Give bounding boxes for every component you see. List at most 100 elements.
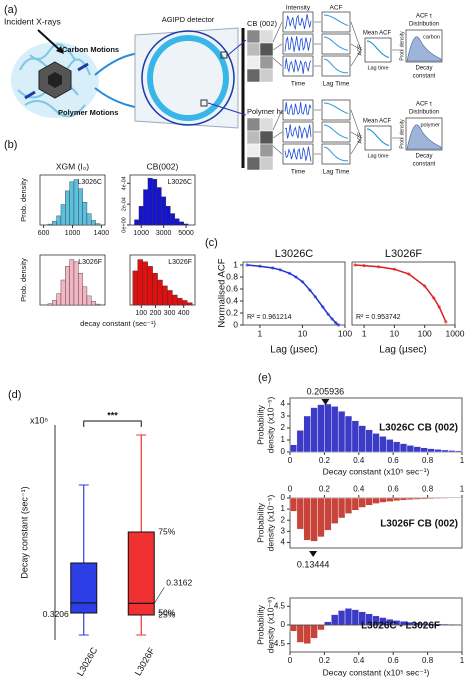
x-tick-label: 0.2 — [319, 656, 331, 665]
y-tick-label: 2 — [281, 423, 286, 432]
x-tick-label: 1400 — [94, 230, 110, 237]
annotation: R² = 0.961214 — [247, 314, 292, 321]
data-point — [258, 264, 262, 268]
data-point — [423, 284, 427, 288]
bar — [434, 497, 442, 499]
x-tick-label: 100 — [338, 328, 352, 338]
flow-arrow — [272, 21, 283, 43]
bar — [317, 497, 325, 538]
bar — [167, 290, 173, 306]
x-tick-label: 1000 — [446, 328, 465, 338]
intensity-box — [282, 11, 314, 33]
x-tick-label: 0.2 — [319, 456, 331, 465]
acf-box — [321, 143, 351, 165]
flow-arrow — [272, 57, 283, 67]
data-point — [278, 268, 282, 272]
axis-label: Lag (µsec) — [270, 345, 317, 356]
acf-trace — [323, 146, 349, 162]
axis-multiplier: x10⁵ — [30, 415, 49, 425]
bar — [174, 218, 180, 226]
data-point — [288, 271, 292, 275]
x-tick-label: 100 — [418, 328, 432, 338]
flow-arrow — [350, 109, 362, 139]
x-tick-label: 300 — [164, 310, 176, 317]
roi-marker — [200, 99, 208, 107]
bar — [161, 196, 167, 226]
acf-box — [321, 99, 351, 121]
diagram-text: Decay — [415, 66, 432, 72]
y-tick-label: 1 — [281, 435, 286, 444]
percent-label: 50% — [158, 608, 175, 618]
detector — [134, 27, 247, 168]
bar — [86, 295, 92, 306]
bar — [379, 497, 387, 503]
bar — [351, 420, 360, 453]
x-tick-label: 1 — [362, 328, 367, 338]
diagram-text: Lag Time — [323, 169, 350, 176]
motion-arrows — [24, 62, 89, 100]
bar — [406, 445, 415, 453]
bar — [427, 497, 435, 500]
x-tick-label: L3026F — [133, 646, 157, 678]
bar — [337, 411, 346, 453]
bar — [372, 433, 380, 453]
bar — [165, 206, 171, 226]
bar — [86, 213, 92, 226]
y-tick-label: 0e+00 — [121, 217, 127, 232]
pixel — [246, 55, 261, 70]
y-tick-label: 0 — [233, 319, 238, 329]
bar — [95, 303, 101, 306]
y-tick-label: 4 — [281, 399, 286, 408]
bar — [372, 497, 380, 504]
acf-trace — [323, 58, 349, 74]
percent-label: 75% — [158, 526, 175, 536]
bar — [132, 270, 138, 306]
bar — [344, 497, 353, 514]
data-point — [444, 320, 448, 324]
peak-label: 0.13444 — [297, 559, 330, 569]
x-tick-label: 1 — [258, 328, 263, 338]
diagram-text: Carbon Motions — [62, 45, 119, 54]
bar — [434, 449, 442, 453]
y-tick-label: 0.4 — [226, 295, 238, 305]
bar — [65, 266, 70, 306]
pixel — [259, 42, 274, 57]
bar — [296, 430, 304, 453]
diagram-text: ACF — [357, 44, 363, 56]
x-tick-label: 0.4 — [353, 656, 365, 665]
bar — [78, 272, 83, 306]
diagram-text: AGIPD detector — [162, 15, 215, 24]
bar — [358, 425, 366, 453]
y-tick-label: 0 — [281, 493, 286, 502]
x-tick-label: 0.6 — [388, 656, 400, 665]
chart-label: L3026F — [78, 259, 102, 266]
flow-arrow — [350, 43, 362, 51]
flow-arrow — [350, 21, 362, 51]
data-point — [321, 305, 325, 309]
pixel — [259, 68, 274, 83]
diagram-text: CB (002) — [247, 19, 278, 28]
axis-label: Lag (µsec) — [379, 345, 426, 356]
x-tick-label: 0.4 — [353, 456, 365, 465]
bar — [73, 179, 79, 226]
median-label: 0.3206 — [43, 609, 69, 619]
bar — [324, 403, 332, 453]
bar — [147, 177, 153, 226]
diagram-text: Lag time — [367, 65, 388, 71]
diagram-text: ACF — [330, 5, 343, 12]
bar — [152, 178, 158, 226]
annotation: R² = 0.953742 — [356, 314, 401, 321]
bar — [73, 261, 79, 306]
diagram-text: carbon — [423, 34, 440, 40]
pixel — [246, 68, 261, 83]
panel-label: (a) — [4, 4, 17, 16]
panel-label: (d) — [8, 389, 21, 401]
x-tick-label: 0.6 — [388, 484, 400, 493]
acf-trace — [323, 102, 349, 115]
bar — [56, 293, 62, 306]
bar — [393, 441, 401, 453]
data-point — [330, 317, 334, 321]
intensity-trace — [284, 101, 312, 115]
data-point — [432, 296, 436, 300]
diagram-text: Time — [291, 169, 306, 176]
